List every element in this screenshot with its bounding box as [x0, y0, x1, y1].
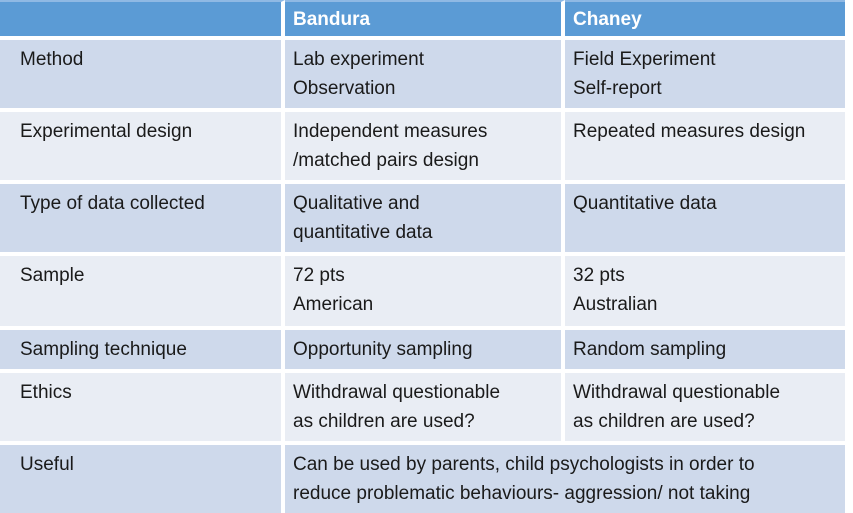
bandura-cell: Opportunity sampling	[285, 326, 565, 369]
row-label: Sample	[0, 252, 285, 326]
table-row-experimental-design: Experimental design Independent measures…	[0, 108, 845, 180]
row-label: Method	[0, 36, 285, 108]
chaney-cell: Random sampling	[565, 326, 845, 369]
row-label: Sampling technique	[0, 326, 285, 369]
header-cell-bandura: Bandura	[285, 0, 565, 36]
chaney-cell: Repeated measures design	[565, 108, 845, 180]
chaney-cell: 32 pts Australian	[565, 252, 845, 326]
header-cell-empty	[0, 0, 285, 36]
table-row-sampling-technique: Sampling technique Opportunity sampling …	[0, 326, 845, 369]
table-row-ethics: Ethics Withdrawal questionable as childr…	[0, 369, 845, 441]
bandura-cell: Lab experiment Observation	[285, 36, 565, 108]
table-header: Bandura Chaney	[0, 0, 845, 36]
header-cell-chaney: Chaney	[565, 0, 845, 36]
bandura-cell: Independent measures /matched pairs desi…	[285, 108, 565, 180]
bandura-cell: Withdrawal questionable as children are …	[285, 369, 565, 441]
table-row-useful: Useful Can be used by parents, child psy…	[0, 441, 845, 513]
row-label: Type of data collected	[0, 180, 285, 252]
table-body: Method Lab experiment Observation Field …	[0, 36, 845, 513]
chaney-cell: Withdrawal questionable as children are …	[565, 369, 845, 441]
bandura-cell: Qualitative and quantitative data	[285, 180, 565, 252]
row-label: Useful	[0, 441, 285, 513]
header-row: Bandura Chaney	[0, 0, 845, 36]
table-row-method: Method Lab experiment Observation Field …	[0, 36, 845, 108]
row-label: Ethics	[0, 369, 285, 441]
bandura-cell: 72 pts American	[285, 252, 565, 326]
table-row-data-type: Type of data collected Qualitative and q…	[0, 180, 845, 252]
chaney-cell: Field Experiment Self-report	[565, 36, 845, 108]
chaney-cell: Quantitative data	[565, 180, 845, 252]
table-row-sample: Sample 72 pts American 32 pts Australian	[0, 252, 845, 326]
useful-merged-cell: Can be used by parents, child psychologi…	[285, 441, 845, 513]
row-label: Experimental design	[0, 108, 285, 180]
